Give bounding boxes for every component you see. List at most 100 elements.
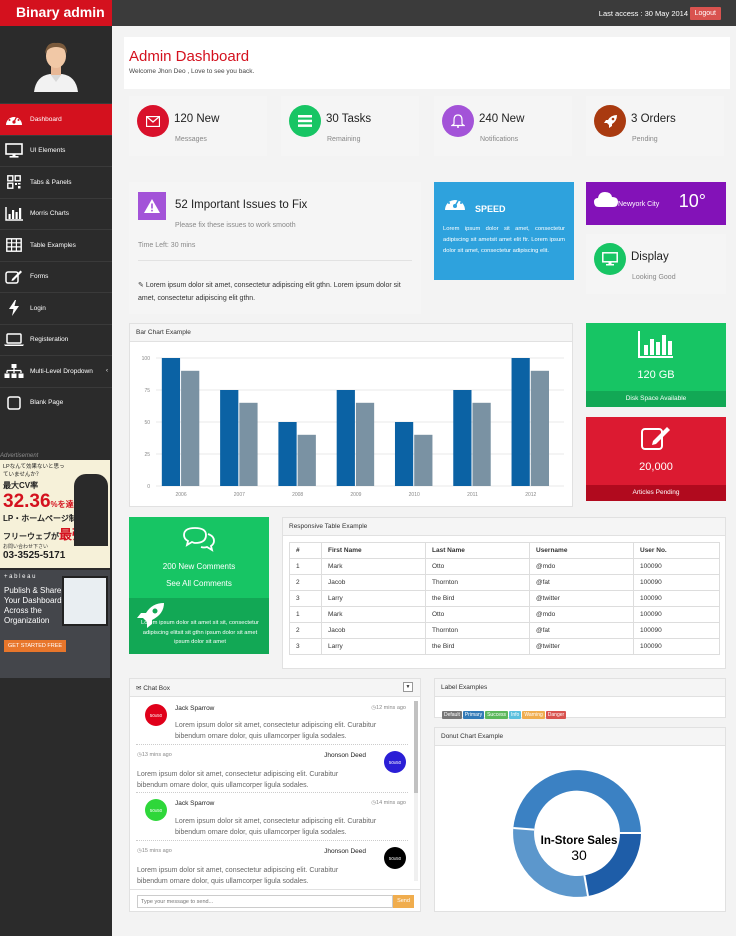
bar[interactable] — [355, 402, 375, 486]
bar-chart-icon — [638, 330, 674, 363]
issues-time-left: Time Left: 30 mins — [138, 242, 196, 249]
sidebar-item-label: Table Examples — [30, 241, 76, 249]
send-button[interactable]: Send — [393, 895, 414, 908]
sidebar-item-login[interactable]: Login — [0, 292, 112, 324]
divider — [136, 744, 408, 745]
bar-chart-icon — [4, 206, 24, 221]
stat-title: 240 New — [479, 113, 525, 125]
table-cell: 3 — [289, 590, 322, 607]
chat-message: Lorem ipsum dolor sit amet, consectetur … — [137, 867, 339, 885]
bar[interactable] — [511, 358, 530, 486]
sidebar-item-multi-level-dropdown[interactable]: Multi-Level Dropdown ‹ — [0, 355, 112, 387]
sidebar-item-dashboard[interactable]: Dashboard — [0, 103, 112, 135]
bar[interactable] — [181, 370, 200, 486]
stat-messages[interactable]: 120 New Messages — [129, 96, 267, 156]
chat-message-input[interactable] — [137, 895, 393, 908]
sidebar-item-table-examples[interactable]: Table Examples — [0, 229, 112, 261]
stat-sub: Notifications — [480, 136, 519, 143]
bar[interactable] — [161, 358, 181, 486]
table-cell: @mdo — [529, 558, 634, 575]
table-row: 3 Larry the Bird @twitter 100090 — [289, 638, 720, 655]
bar[interactable] — [220, 390, 239, 486]
ad1-person-image — [74, 474, 108, 546]
chat-sender: Jhonson Deed — [324, 752, 366, 759]
table-cell: Mark — [321, 606, 426, 623]
sidebar-item-label: Registeration — [30, 336, 69, 344]
table-cell: @mdo — [529, 606, 634, 623]
chevron-down-icon[interactable]: ▼ — [403, 682, 413, 692]
sidebar-item-blank-page[interactable]: Blank Page — [0, 386, 112, 419]
chat-message: Lorem ipsum dolor sit amet, consectetur … — [175, 722, 377, 740]
bar[interactable] — [394, 422, 414, 486]
ad2-cta-button[interactable]: GET STARTED FREE — [4, 640, 67, 652]
stat-orders[interactable]: 3 Orders Pending — [586, 96, 724, 156]
advertisement-label: Advertisement — [0, 453, 39, 459]
table-cell: 2 — [289, 622, 322, 639]
ad-banner-tableau[interactable]: + a b l e a u Publish & Share Your Dashb… — [0, 570, 110, 678]
ad2-line3: Across the — [4, 606, 42, 615]
bar[interactable] — [530, 370, 550, 486]
speed-panel: SPEED Lorem ipsum dolor sit amet, consec… — [434, 182, 574, 280]
chat-message: Lorem ipsum dolor sit amet, consectetur … — [137, 771, 339, 789]
table-row: 3 Larry the Bird @twitter 100090 — [289, 590, 720, 607]
clock-icon: ◷ — [371, 705, 377, 711]
warning-icon — [138, 192, 166, 220]
bar[interactable] — [414, 434, 433, 486]
chevron-left-icon[interactable]: ‹ — [106, 368, 108, 374]
sidebar-item-label: Tabs & Panels — [30, 178, 72, 186]
bar[interactable] — [297, 434, 316, 486]
label-success: Success — [485, 711, 508, 719]
chat-scrollbar[interactable] — [414, 701, 418, 881]
bar[interactable] — [278, 422, 297, 486]
donut-chart-panel: Donut Chart Example In-Store Sales 30 — [434, 727, 726, 912]
stat-notifications[interactable]: 240 New Notifications — [434, 96, 572, 156]
comments-count: 200 New Comments — [162, 562, 236, 571]
table-icon — [4, 238, 24, 253]
clock-icon: ◷ — [137, 752, 142, 758]
logout-button[interactable]: Logout — [689, 7, 721, 20]
table-cell: the Bird — [425, 590, 530, 607]
responsive-table: # First Name Last Name Username User No.… — [289, 542, 720, 655]
see-all-comments-link[interactable]: See All Comments — [166, 579, 232, 588]
table-row: 1 Mark Otto @mdo 100090 — [289, 606, 720, 623]
sidebar-item-morris-charts[interactable]: Morris Charts — [0, 197, 112, 230]
table-cell: 100090 — [633, 622, 720, 639]
brand-logo[interactable]: Binary admin — [0, 0, 112, 26]
comments-panel[interactable]: 200 New Comments See All Comments Lorem … — [129, 517, 269, 654]
bar[interactable] — [336, 390, 355, 486]
sidebar-item-registeration[interactable]: Registeration — [0, 323, 112, 356]
chat-sender: Jack Sparrow — [175, 800, 215, 807]
scrollbar-thumb[interactable] — [414, 701, 418, 793]
ad2-brand: + a b l e a u — [4, 574, 36, 580]
sidebar-item-label: UI Elements — [30, 147, 66, 155]
ad2-line1: Publish & Share — [4, 586, 62, 595]
articles-label: Articles Pending — [586, 485, 726, 501]
table-header: # — [289, 542, 322, 559]
stat-tasks[interactable]: 30 Tasks Remaining — [281, 96, 419, 156]
bar[interactable] — [453, 390, 472, 486]
issues-panel: 52 Important Issues to Fix Please fix th… — [129, 182, 421, 314]
sitemap-icon — [4, 363, 24, 379]
sidebar-item-label: Blank Page — [30, 399, 64, 407]
sidebar-item-tabs-panels[interactable]: Tabs & Panels — [0, 166, 112, 198]
edit-icon — [641, 424, 671, 455]
table-cell: Jacob — [321, 622, 426, 639]
disk-value: 120 GB — [637, 369, 675, 381]
table-cell: 100090 — [633, 638, 720, 655]
chat-time: 15 mins ago — [141, 848, 172, 854]
ad-banner-lp[interactable]: LPなんて効果ないと思っていませんか？ 最大CV率 32.36%を達成!! LP… — [0, 460, 110, 568]
list-icon — [289, 105, 321, 137]
top-navbar: Binary admin Last access : 30 May 2014 L… — [0, 0, 736, 26]
labels-panel: Label Examples Default Primary Success Info… — [434, 678, 726, 719]
x-tick-label: 2008 — [292, 492, 303, 498]
donut-segment[interactable] — [513, 828, 588, 897]
bar[interactable] — [472, 402, 491, 486]
sidebar-item-ui-elements[interactable]: UI Elements — [0, 134, 112, 167]
donut-segment[interactable] — [513, 770, 641, 833]
x-tick-label: 2007 — [234, 492, 245, 498]
bar[interactable] — [239, 402, 258, 486]
stat-sub: Pending — [632, 136, 658, 143]
sidebar-item-forms[interactable]: Forms — [0, 260, 112, 293]
donut-segment[interactable] — [584, 833, 641, 896]
x-tick-label: 2010 — [409, 492, 420, 498]
